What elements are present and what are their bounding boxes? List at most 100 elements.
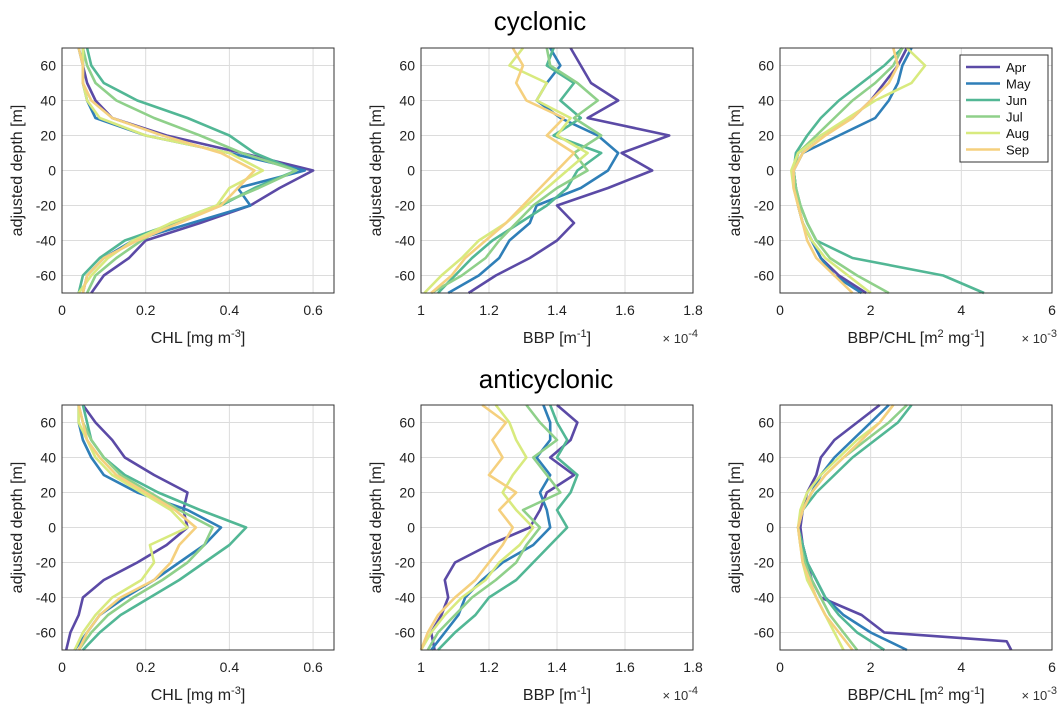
x-tick-label: 0 <box>58 659 66 675</box>
y-tick-label: 0 <box>407 520 415 536</box>
x-tick-label: 0 <box>776 659 784 675</box>
x-tick-label: 6 <box>1048 659 1056 675</box>
x-tick-label: 1.4 <box>547 302 567 318</box>
x-tick-label: 1 <box>417 659 425 675</box>
legend-entry-aug: Aug <box>1006 126 1029 141</box>
y-tick-label: 40 <box>758 93 774 109</box>
y-tick-label: 0 <box>48 520 56 536</box>
panel-cyclonic-1: 0 0.2 0.4 0.6 -60 -40 -20 0 20 40 60 CHL [mg m-3] ad… <box>9 48 334 347</box>
y-axis-label: adjusted depth [m] <box>368 462 385 594</box>
x-axis-label: BBP [m-1] <box>523 328 591 347</box>
y-tick-label: 20 <box>399 128 415 144</box>
x-axis-label: CHL [mg m-3] <box>151 685 246 704</box>
legend-box <box>960 55 1048 162</box>
y-tick-label: -40 <box>395 590 415 606</box>
x-axis-label: BBP/CHL [m2 mg-1] <box>847 685 984 704</box>
y-tick-label: 20 <box>40 485 56 501</box>
y-axis-label: adjusted depth [m] <box>9 105 26 237</box>
y-tick-label: 40 <box>399 450 415 466</box>
y-tick-label: -60 <box>395 625 415 641</box>
y-tick-label: -20 <box>395 555 415 571</box>
legend-entry-jun: Jun <box>1006 93 1027 108</box>
x-tick-label: 1.8 <box>683 659 703 675</box>
y-tick-label: -60 <box>36 268 56 284</box>
y-axis-label: adjusted depth [m] <box>727 462 744 594</box>
x-tick-label: 1.8 <box>683 302 703 318</box>
legend-entry-sep: Sep <box>1006 143 1029 158</box>
y-tick-label: -60 <box>395 268 415 284</box>
x-tick-label: 4 <box>957 659 965 675</box>
x-tick-label: 0 <box>58 302 66 318</box>
y-tick-label: -20 <box>36 198 56 214</box>
y-tick-label: -20 <box>754 198 774 214</box>
y-tick-label: 40 <box>758 450 774 466</box>
y-tick-label: 40 <box>40 450 56 466</box>
y-tick-label: -40 <box>36 233 56 249</box>
x-tick-label: 4 <box>957 302 965 318</box>
x-tick-label: 1 <box>417 302 425 318</box>
x-tick-label: 0 <box>776 302 784 318</box>
y-tick-label: 20 <box>758 128 774 144</box>
x-tick-label: 0.2 <box>136 302 156 318</box>
x-tick-label: 0.6 <box>303 659 323 675</box>
x-tick-label: 6 <box>1048 302 1056 318</box>
y-tick-label: 0 <box>766 163 774 179</box>
y-tick-label: 20 <box>758 485 774 501</box>
x-tick-label: 2 <box>867 302 875 318</box>
x-tick-label: 1.2 <box>479 659 499 675</box>
y-tick-label: 60 <box>399 58 415 74</box>
y-tick-label: -40 <box>754 233 774 249</box>
x-tick-label: 1.2 <box>479 302 499 318</box>
y-tick-label: -60 <box>754 268 774 284</box>
y-tick-label: 0 <box>766 520 774 536</box>
x-axis-label: BBP [m-1] <box>523 685 591 704</box>
x-tick-label: 1.6 <box>615 302 635 318</box>
y-tick-label: -60 <box>36 625 56 641</box>
panel-cyclonic-2: 1 1.2 1.4 1.6 1.8 -60 -40 -20 0 20 40 60 BBP [m-1] ad… <box>368 48 703 347</box>
panel-anticyclonic-3: 0 2 4 6 -60 -40 -20 0 20 40 60 BBP/CHL [m2 mg-1] adj… <box>727 405 1057 704</box>
x-axis-exponent: × 10-3 <box>1022 328 1057 346</box>
panel-cyclonic-3: 0 2 4 6 -60 -40 -20 0 20 40 60 BBP/CHL [m2 mg-1] adj… <box>727 48 1057 347</box>
y-axis-label: adjusted depth [m] <box>727 105 744 237</box>
x-axis-label: BBP/CHL [m2 mg-1] <box>847 328 984 347</box>
y-tick-label: -40 <box>36 590 56 606</box>
x-axis-exponent: × 10-4 <box>663 328 698 346</box>
x-tick-label: 0.2 <box>136 659 156 675</box>
y-tick-label: -20 <box>36 555 56 571</box>
y-tick-label: -40 <box>395 233 415 249</box>
row-title-cyclonic: cyclonic <box>494 6 586 36</box>
y-tick-label: -20 <box>754 555 774 571</box>
y-tick-label: 40 <box>399 93 415 109</box>
y-tick-label: -40 <box>754 590 774 606</box>
y-axis-label: adjusted depth [m] <box>9 462 26 594</box>
x-tick-label: 2 <box>867 659 875 675</box>
y-tick-label: 40 <box>40 93 56 109</box>
x-axis-label: CHL [mg m-3] <box>151 328 246 347</box>
x-tick-label: 0.6 <box>303 302 323 318</box>
y-tick-label: 60 <box>40 58 56 74</box>
x-tick-label: 0.4 <box>220 659 240 675</box>
y-tick-label: 60 <box>758 58 774 74</box>
legend-entry-may: May <box>1006 77 1031 92</box>
x-tick-label: 1.4 <box>547 659 567 675</box>
x-axis-exponent: × 10-4 <box>663 685 698 703</box>
y-tick-label: -60 <box>754 625 774 641</box>
panel-anticyclonic-2: 1 1.2 1.4 1.6 1.8 -60 -40 -20 0 20 40 60 BBP [m-1] ad… <box>368 405 703 704</box>
y-tick-label: -20 <box>395 198 415 214</box>
x-axis-exponent: × 10-3 <box>1022 685 1057 703</box>
legend-entry-apr: Apr <box>1006 60 1027 75</box>
x-tick-label: 0.4 <box>220 302 240 318</box>
x-tick-label: 1.6 <box>615 659 635 675</box>
y-tick-label: 20 <box>40 128 56 144</box>
legend-entry-jul: Jul <box>1006 110 1023 125</box>
y-tick-label: 60 <box>399 415 415 431</box>
y-tick-label: 60 <box>758 415 774 431</box>
panel-anticyclonic-1: 0 0.2 0.4 0.6 -60 -40 -20 0 20 40 60 CHL [mg m-3] ad… <box>9 405 334 704</box>
y-tick-label: 0 <box>407 163 415 179</box>
y-tick-label: 60 <box>40 415 56 431</box>
row-title-anticyclonic: anticyclonic <box>479 364 613 394</box>
y-tick-label: 20 <box>399 485 415 501</box>
y-tick-label: 0 <box>48 163 56 179</box>
